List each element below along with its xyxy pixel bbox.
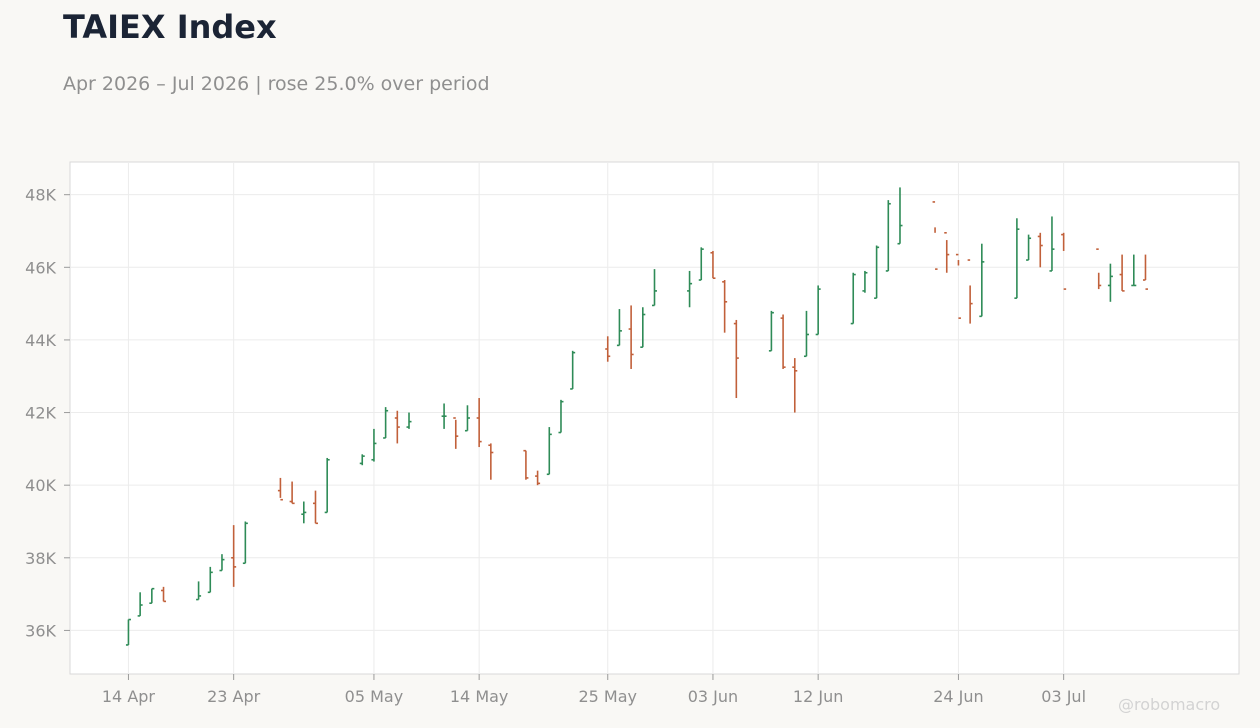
ohlc-bar <box>967 259 973 324</box>
ohlc-bar <box>687 270 693 308</box>
ohlc-bar <box>488 443 494 480</box>
ohlc-bar <box>1131 254 1137 287</box>
ohlc-bar <box>874 245 880 299</box>
y-tick-label: 46K <box>25 258 56 277</box>
ohlc-bar <box>312 490 318 525</box>
plot-area <box>69 161 1240 675</box>
ohlc-bar <box>955 253 961 319</box>
ohlc-bar <box>476 398 482 448</box>
ohlc-bar <box>371 428 377 462</box>
ohlc-bar <box>394 410 400 444</box>
y-tick-label: 38K <box>25 549 56 568</box>
ohlc-bar <box>979 243 985 318</box>
chart-title: TAIEX Index <box>63 8 277 46</box>
ohlc-bar <box>1037 232 1043 268</box>
gridlines <box>70 162 1239 674</box>
ohlc-bar <box>523 449 529 480</box>
x-tick-label: 23 Apr <box>207 687 261 706</box>
ohlc-bar <box>441 403 447 429</box>
x-tick-label: 03 Jun <box>688 687 738 706</box>
ohlc-bar <box>125 618 131 646</box>
ohlc-bar <box>546 427 552 476</box>
ohlc-bar <box>289 481 295 505</box>
ohlc-bar <box>885 200 891 272</box>
x-tick-label: 25 May <box>578 687 637 706</box>
y-tick-label: 40K <box>25 476 56 495</box>
y-tick-label: 36K <box>25 621 56 640</box>
ohlc-bar <box>231 525 237 587</box>
ohlc-bar <box>616 309 622 347</box>
ohlc-bar <box>792 358 798 413</box>
ohlc-bar <box>1026 234 1032 261</box>
ohlc-bar <box>161 586 167 603</box>
ohlc-bar <box>324 457 330 514</box>
ohlc-bar <box>383 407 389 439</box>
x-tick-label: 12 Jun <box>793 687 843 706</box>
x-tick-label: 05 May <box>345 687 404 706</box>
ohlc-bar <box>722 280 728 333</box>
ohlc-bar <box>897 187 903 245</box>
ohlc-bar <box>640 307 646 348</box>
x-tick-label: 14 May <box>450 687 509 706</box>
ohlc-bar <box>1119 254 1125 292</box>
ohlc-bar <box>219 554 225 572</box>
ohlc-bar <box>815 285 821 336</box>
ohlc-bar <box>464 405 470 432</box>
ohlc-bar <box>1142 254 1148 290</box>
ohlc-bar <box>1107 263 1113 302</box>
x-tick-label: 24 Jun <box>933 687 983 706</box>
ohlc-bar <box>1061 232 1067 290</box>
watermark: @robomacro <box>1118 695 1221 714</box>
ohlc-bar <box>652 269 657 307</box>
y-tick-label: 44K <box>25 331 56 350</box>
ohlc-bar <box>850 272 856 325</box>
ohlc-bar <box>535 470 541 486</box>
ohlc-bar <box>1049 216 1055 272</box>
ohlc-bar <box>137 592 143 617</box>
ohlc-bar <box>453 417 459 449</box>
ohlc-bar <box>628 305 634 369</box>
ohlc-bar <box>698 247 704 281</box>
ohlc-bar <box>768 310 774 352</box>
y-tick-label: 48K <box>25 186 56 205</box>
ohlc-bar <box>1014 218 1020 299</box>
x-axis: 14 Apr 23 Apr 05 May 14 May 25 May 03 Jun 12 J… <box>102 674 1086 706</box>
x-tick-label: 14 Apr <box>102 687 156 706</box>
ohlc-bar <box>862 270 868 293</box>
ohlc-bar <box>780 314 786 369</box>
ohlc-bar <box>242 521 248 565</box>
ohlc-bar <box>605 336 611 362</box>
ohlc-bar <box>277 477 283 501</box>
ohlc-bar <box>733 319 739 399</box>
ohlc-bar <box>944 232 950 273</box>
ohlc-bar <box>1096 248 1102 290</box>
ohlc-bar <box>301 501 307 524</box>
ohlc-bar <box>570 350 576 390</box>
ohlc-bars <box>125 187 1148 646</box>
ohlc-bar <box>710 250 716 279</box>
ohlc-bar <box>558 399 564 434</box>
ohlc-bar <box>803 310 809 358</box>
ohlc-bar <box>406 412 412 429</box>
ohlc-bar <box>932 201 938 270</box>
chart-subtitle: Apr 2026 – Jul 2026 | rose 25.0% over pe… <box>63 73 490 95</box>
ohlc-bar <box>359 454 365 466</box>
y-axis: 36K 38K 40K 42K 44K 46K 48K <box>25 186 70 640</box>
ohlc-bar <box>207 566 213 594</box>
x-tick-label: 03 Jul <box>1041 687 1086 706</box>
ohlc-bar <box>196 581 202 601</box>
y-tick-label: 42K <box>25 404 56 423</box>
ohlc-bar <box>149 587 155 604</box>
